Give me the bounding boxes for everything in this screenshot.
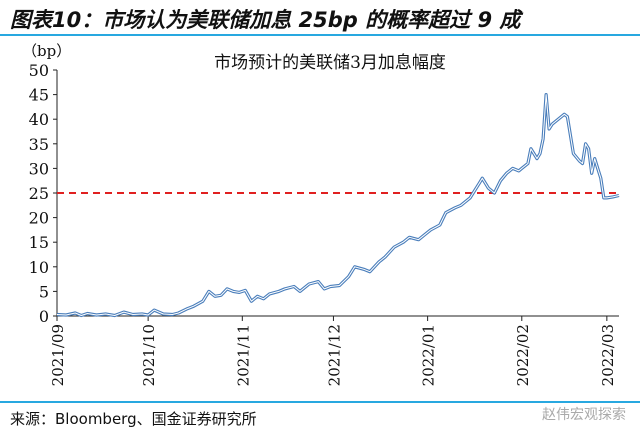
- y-tick-label: 30: [29, 159, 49, 178]
- y-tick-label: 35: [29, 135, 49, 154]
- x-tick-label: 2021/11: [234, 324, 252, 386]
- top-rule: [0, 34, 640, 36]
- series-line: [56, 92, 620, 318]
- x-tick-label: 2022/03: [599, 324, 617, 386]
- x-tick-label: 2021/12: [325, 324, 343, 386]
- y-axis-unit: （bp）: [22, 42, 71, 60]
- chart-title: 市场预计的美联储3月加息幅度: [214, 53, 446, 73]
- y-tick-label: 25: [29, 184, 49, 203]
- x-tick-label: 2022/01: [420, 324, 438, 386]
- bottom-rule: [0, 401, 640, 403]
- figure-heading: 图表10：市场认为美联储加息 25bp 的概率超过 9 成: [10, 8, 521, 32]
- y-tick-label: 40: [29, 110, 49, 129]
- x-tick-label: 2022/02: [514, 324, 532, 386]
- y-tick-label: 0: [39, 307, 49, 326]
- series-line-inner: [56, 94, 620, 316]
- y-tick-label: 15: [29, 233, 49, 252]
- watermark: 赵伟宏观探索: [542, 407, 626, 423]
- x-tick-label: 2021/09: [49, 324, 67, 386]
- y-tick-label: 10: [29, 258, 49, 277]
- y-tick-label: 20: [29, 209, 49, 228]
- y-tick-label: 50: [29, 61, 49, 80]
- source-note: 来源：Bloomberg、国金证券研究所: [10, 410, 257, 428]
- x-tick-label: 2021/10: [140, 324, 158, 386]
- y-tick-label: 5: [39, 282, 49, 301]
- y-tick-label: 45: [29, 86, 49, 105]
